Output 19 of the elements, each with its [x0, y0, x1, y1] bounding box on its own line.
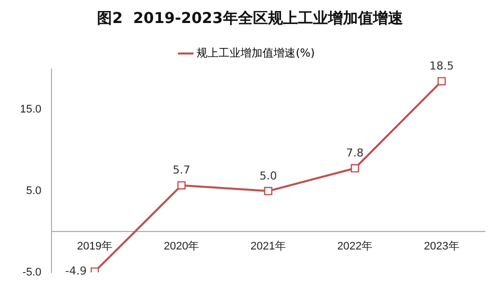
y-tick-label: -5.0: [22, 266, 42, 278]
y-tick-label: 5.0: [26, 185, 42, 198]
point: [177, 181, 186, 190]
x-tick-label: 2019年: [77, 240, 113, 252]
data-label: 18.5: [429, 60, 454, 73]
point: [350, 164, 360, 172]
data-label: 5.0: [259, 169, 277, 182]
point: [438, 77, 446, 86]
y-tick-label: 15.0: [20, 104, 42, 116]
x-tick-label: 2020年: [164, 240, 200, 252]
legend-label: 规上工业增加值增速(%): [196, 46, 315, 60]
x-tick-label: 2021年: [250, 240, 286, 252]
data-label: 7.8: [346, 146, 364, 160]
point: [264, 186, 272, 196]
chart-title: 图2 2019-2023年全区规上工业增加值增速: [96, 8, 404, 29]
x-tick-label: 2023年: [424, 240, 460, 252]
data-label: -4.9: [65, 264, 87, 278]
x-tick-label: 2022年: [337, 240, 373, 252]
data-label: 5.7: [172, 164, 190, 177]
